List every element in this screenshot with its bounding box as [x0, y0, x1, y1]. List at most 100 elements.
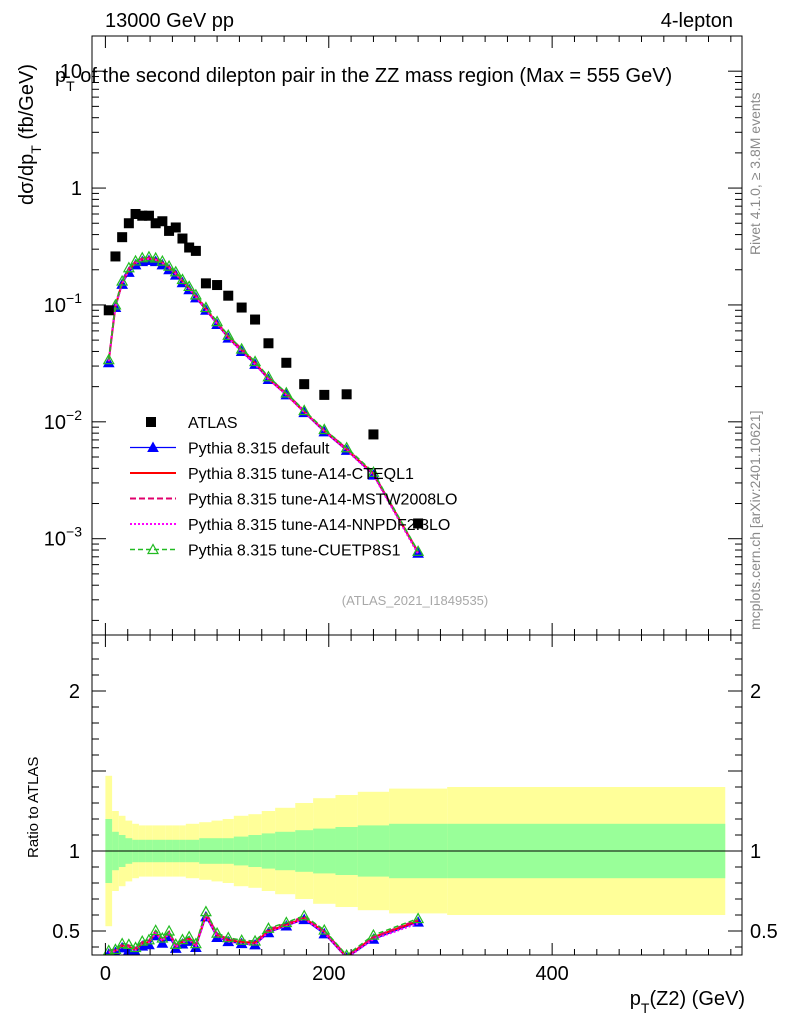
atlas-data-point [110, 251, 121, 262]
marker-cuetp8s1 [163, 259, 176, 271]
title-sub: T [66, 78, 75, 94]
marker-cuetp8s1 [318, 423, 331, 435]
marker-cuetp8s1 [176, 273, 189, 285]
atlas-data-point [130, 208, 141, 219]
legend-marker-cuetp8s1 [146, 543, 160, 555]
plot-title: pT of the second dilepton pair in the ZZ… [55, 65, 672, 94]
ratio-marker-cuetp8s1 [412, 912, 425, 924]
marker-default [102, 356, 115, 368]
ratio-plot-frame [91, 634, 743, 956]
legend-label-default: Pythia 8.315 default [188, 441, 330, 458]
title-p: p [55, 65, 66, 87]
atlas-data-point [123, 218, 134, 229]
legend-marker-default [147, 441, 159, 452]
ratio-marker-cuetp8s1 [156, 931, 169, 943]
ratio-marker-default [156, 937, 169, 948]
y-tick-label-ratio-left: 1 [69, 841, 80, 863]
marker-cuetp8s1 [249, 355, 262, 367]
ratio-marker-cuetp8s1 [367, 928, 380, 940]
ratio-marker-cuetp8s1 [280, 916, 293, 928]
atlas-data-point [143, 210, 154, 221]
y-tick-label-ratio-left: 2 [69, 681, 80, 703]
ratio-marker-cuetp8s1 [189, 937, 202, 949]
ratio-marker-cuetp8s1 [298, 909, 311, 921]
atlas-data-point [177, 233, 188, 244]
ratio-marker-cuetp8s1 [129, 941, 142, 953]
channel-label: 4-lepton [661, 10, 733, 32]
atlas-data-point [190, 245, 201, 256]
marker-cuetp8s1 [183, 280, 196, 292]
rivet-label: Rivet 4.1.0, ≥ 3.8M events [747, 92, 763, 255]
ratio-marker-cuetp8s1 [199, 905, 212, 917]
y-tick-label-ratio-left: 0.5 [52, 921, 80, 943]
axes: 0 200 400 10 1 10−1 10−2 10−3 0.5 0.5 1 1 2 2 [44, 35, 778, 985]
atlas-data-point [184, 242, 195, 253]
atlas-data-point [212, 280, 223, 291]
y-axis-title-ratio: Ratio to ATLAS [25, 757, 42, 858]
atlas-data-point [368, 429, 379, 440]
series-line-a14_nnpdf [107, 257, 419, 555]
legend-label-cuetp8s1: Pythia 8.315 tune-CUETP8S1 [188, 543, 401, 560]
atlas-data-point [117, 232, 128, 243]
atlas-data-point [299, 379, 310, 390]
marker-cuetp8s1 [149, 251, 162, 263]
marker-cuetp8s1 [235, 342, 248, 354]
y-tick-label-main: 1 [71, 178, 82, 200]
legend: ATLAS Pythia 8.315 default Pythia 8.315 tu… [130, 415, 457, 560]
atlas-data-point [223, 290, 234, 301]
atlas-data-point [236, 302, 247, 313]
ratio-marker-cuetp8s1 [318, 923, 331, 935]
ratio-marker-cuetp8s1 [183, 930, 196, 942]
y-tick-label-main: 10−3 [44, 524, 82, 551]
marker-cuetp8s1 [211, 315, 224, 327]
marker-cuetp8s1 [340, 441, 353, 453]
atlas-data-point [164, 225, 175, 236]
ratio-marker-cuetp8s1 [136, 934, 149, 946]
y-axis-title-main: dσ/dpT (fb/GeV) [16, 64, 44, 205]
ratio-marker-cuetp8s1 [235, 934, 248, 945]
legend-atlas-marker [146, 417, 156, 427]
marker-cuetp8s1 [102, 353, 115, 365]
series-line-a14_cteq [107, 257, 419, 554]
marker-cuetp8s1 [122, 261, 135, 273]
main-series-layer [102, 250, 425, 558]
atlas-data-point [341, 389, 352, 400]
ratio-marker-cuetp8s1 [122, 938, 135, 950]
legend-label-a14_nnpdf: Pythia 8.315 tune-A14-NNPDF2.3LO [188, 517, 450, 534]
atlas-data-point [170, 222, 181, 233]
marker-cuetp8s1 [412, 545, 425, 556]
atlas-data-point [157, 216, 168, 227]
atlas-data-point [250, 314, 261, 325]
marker-cuetp8s1 [262, 370, 275, 382]
series-line-default [108, 259, 419, 554]
atlas-data-point [263, 338, 274, 349]
ratio-marker-cuetp8s1 [163, 924, 176, 936]
ratio-marker-cuetp8s1 [109, 943, 122, 955]
ratio-marker-cuetp8s1 [262, 922, 275, 933]
ratio-marker-cuetp8s1 [211, 926, 224, 938]
legend-label-atlas: ATLAS [188, 415, 238, 432]
ratio-marker-cuetp8s1 [222, 931, 235, 943]
marker-cuetp8s1 [136, 251, 149, 263]
atlas-data-point [103, 305, 114, 316]
x-tick-label: 200 [312, 963, 345, 985]
ratio-series-layer [102, 905, 425, 955]
x-tick-label: 400 [535, 963, 568, 985]
mcplots-label: mcplots.cern.ch [arXiv:2401.10621] [747, 411, 763, 630]
marker-cuetp8s1 [156, 254, 169, 266]
legend-label-a14_mstw: Pythia 8.315 tune-A14-MSTW2008LO [188, 492, 457, 509]
marker-cuetp8s1 [169, 265, 182, 277]
ratio-marker-cuetp8s1 [249, 934, 262, 946]
x-axis-title: pT(Z2) (GeV) [630, 988, 745, 1016]
beam-label: 13000 GeV pp [105, 10, 234, 32]
atlas-data-point [137, 210, 148, 221]
marker-cuetp8s1 [298, 404, 311, 416]
legend-label-a14_cteq: Pythia 8.315 tune-A14-CTEQL1 [188, 466, 414, 483]
atlas-data-point [413, 518, 424, 529]
marker-cuetp8s1 [116, 274, 129, 286]
analysis-watermark: (ATLAS_2021_I1849535) [342, 593, 488, 608]
title-rest: of the second dilepton pair in the ZZ ma… [75, 65, 673, 87]
ratio-marker-cuetp8s1 [142, 933, 155, 945]
y-tick-label-ratio-right: 2 [750, 681, 761, 703]
series-line-cuetp8s1 [108, 256, 419, 552]
